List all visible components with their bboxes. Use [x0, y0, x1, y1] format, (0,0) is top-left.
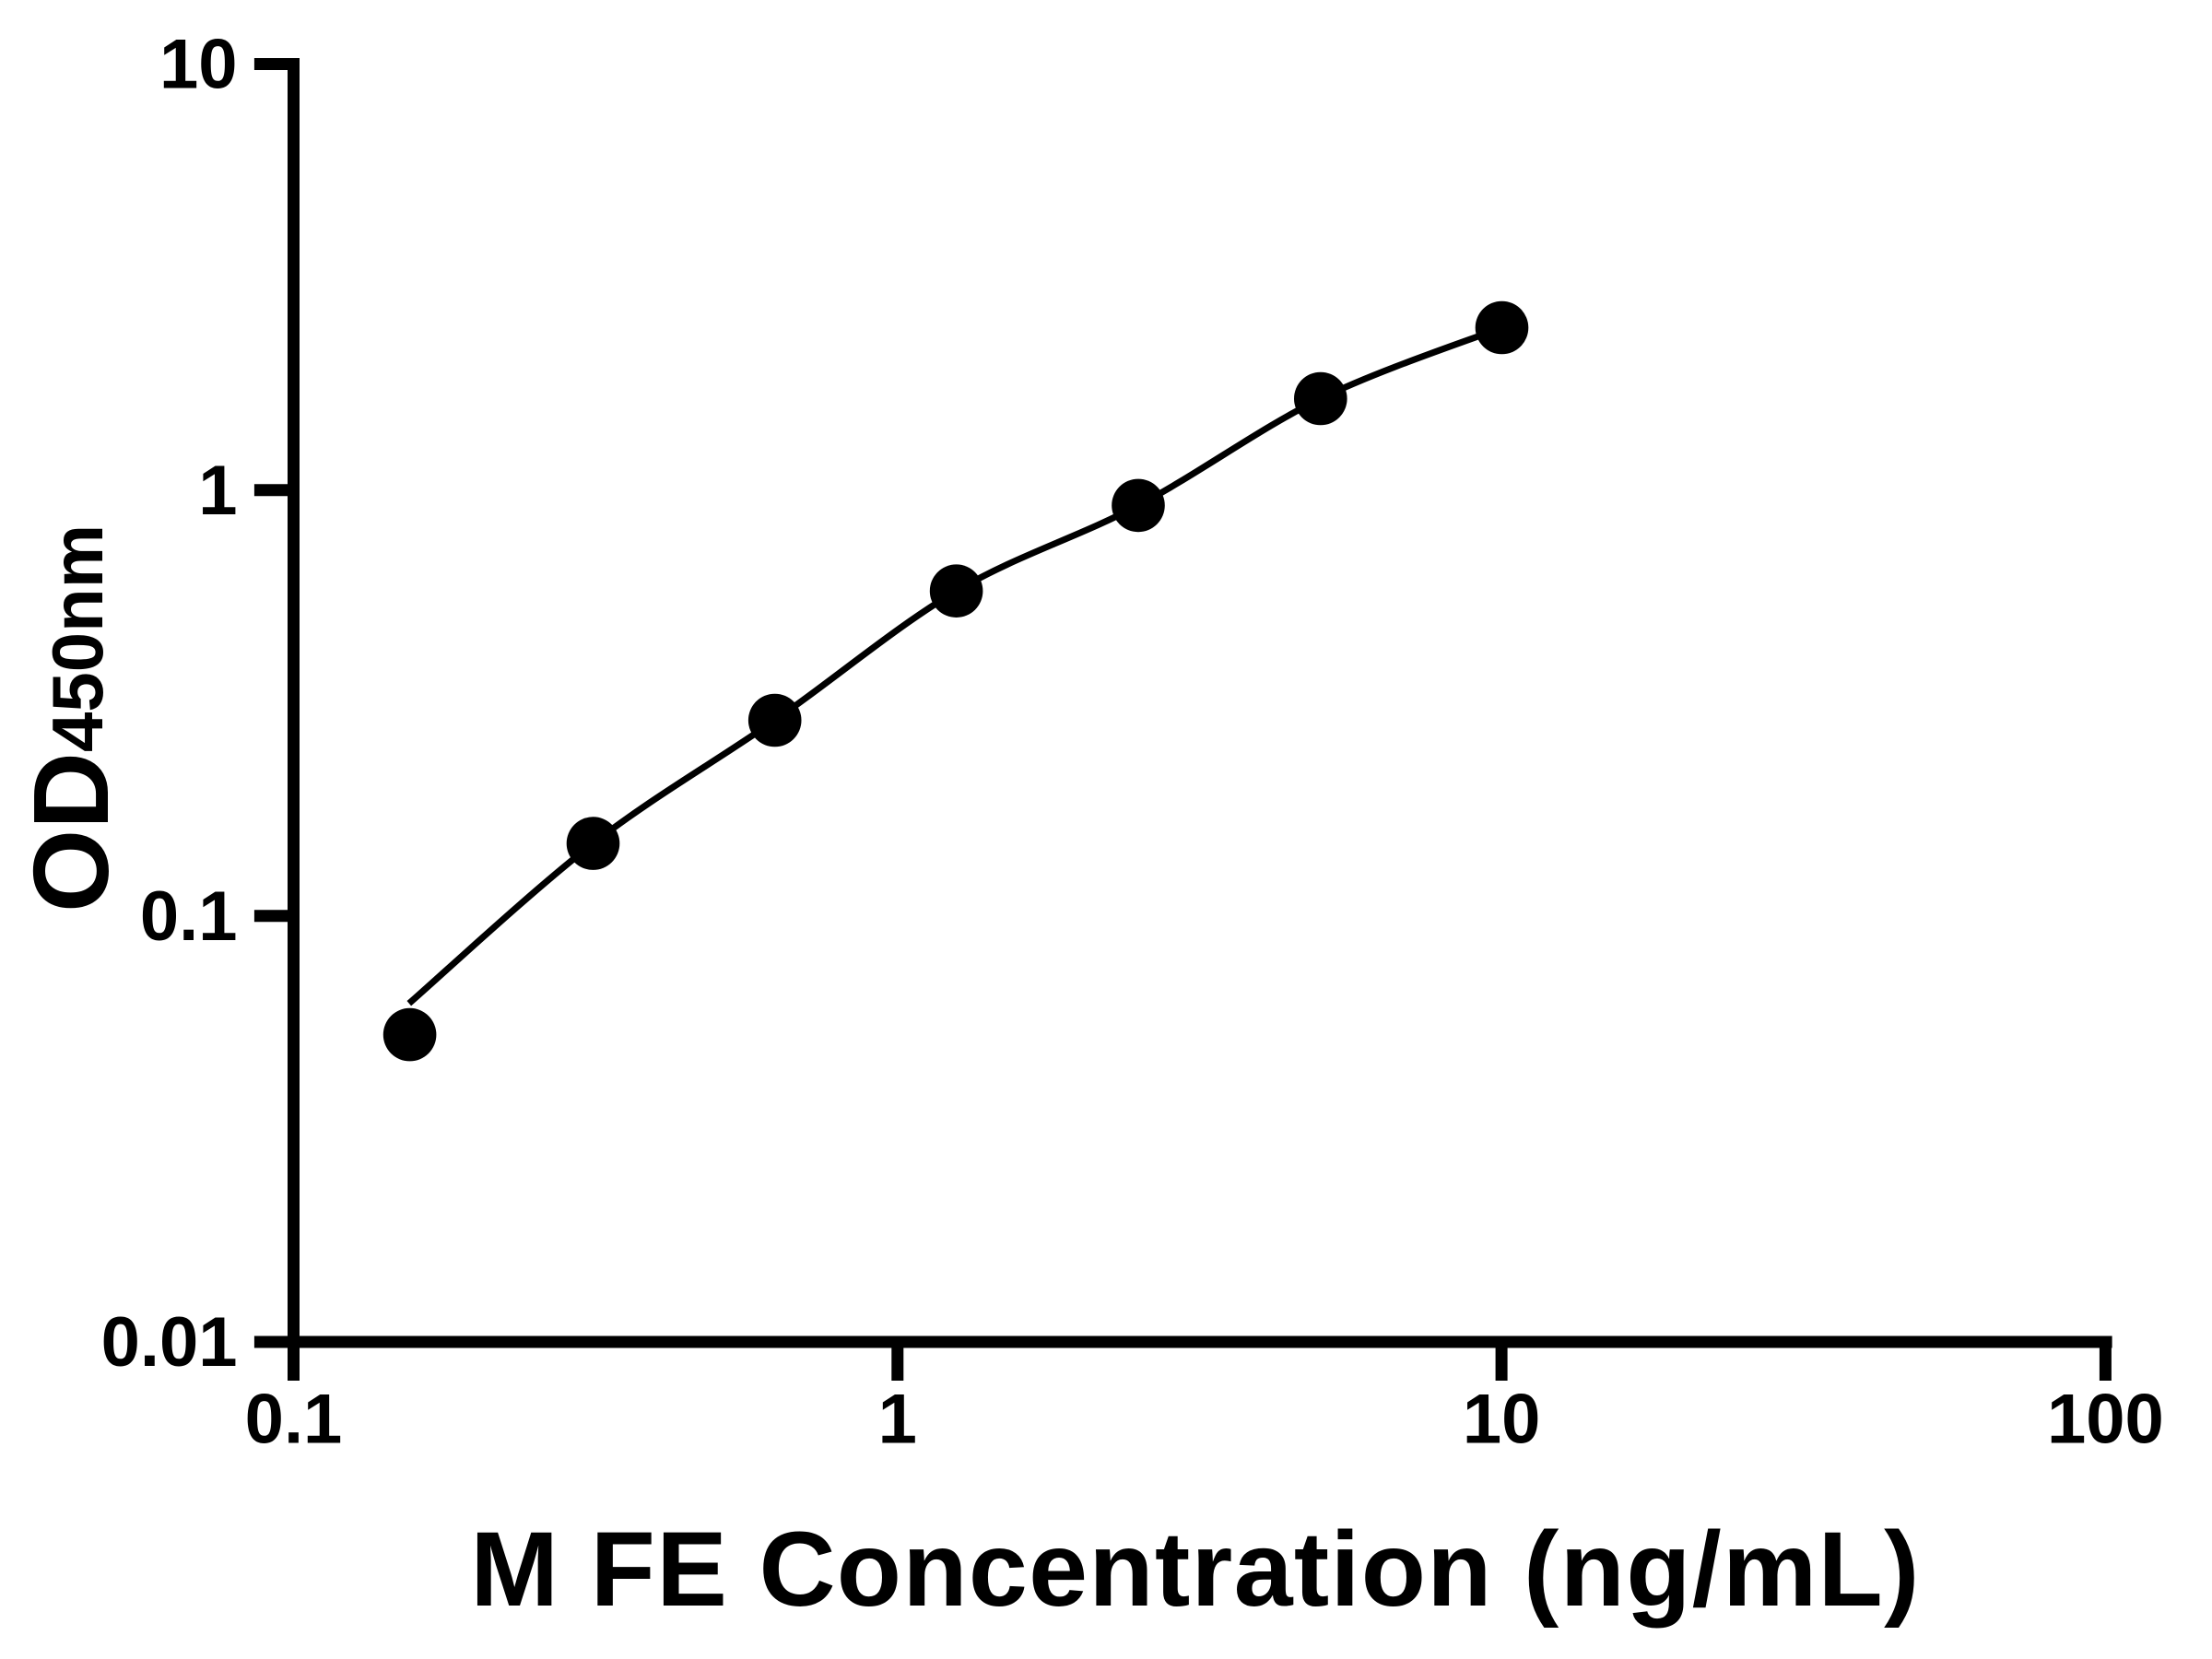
- svg-text:1: 1: [198, 452, 237, 530]
- svg-text:0.1: 0.1: [140, 877, 238, 956]
- svg-text:M FE Concentration (ng/mL): M FE Concentration (ng/mL): [470, 1511, 1920, 1629]
- svg-text:10: 10: [1463, 1381, 1541, 1459]
- svg-text:1: 1: [878, 1381, 917, 1459]
- svg-text:100: 100: [2047, 1381, 2164, 1459]
- svg-text:OD450nm: OD450nm: [11, 524, 131, 912]
- svg-text:0.01: 0.01: [101, 1303, 238, 1382]
- svg-text:10: 10: [159, 26, 238, 104]
- svg-text:0.1: 0.1: [245, 1381, 343, 1459]
